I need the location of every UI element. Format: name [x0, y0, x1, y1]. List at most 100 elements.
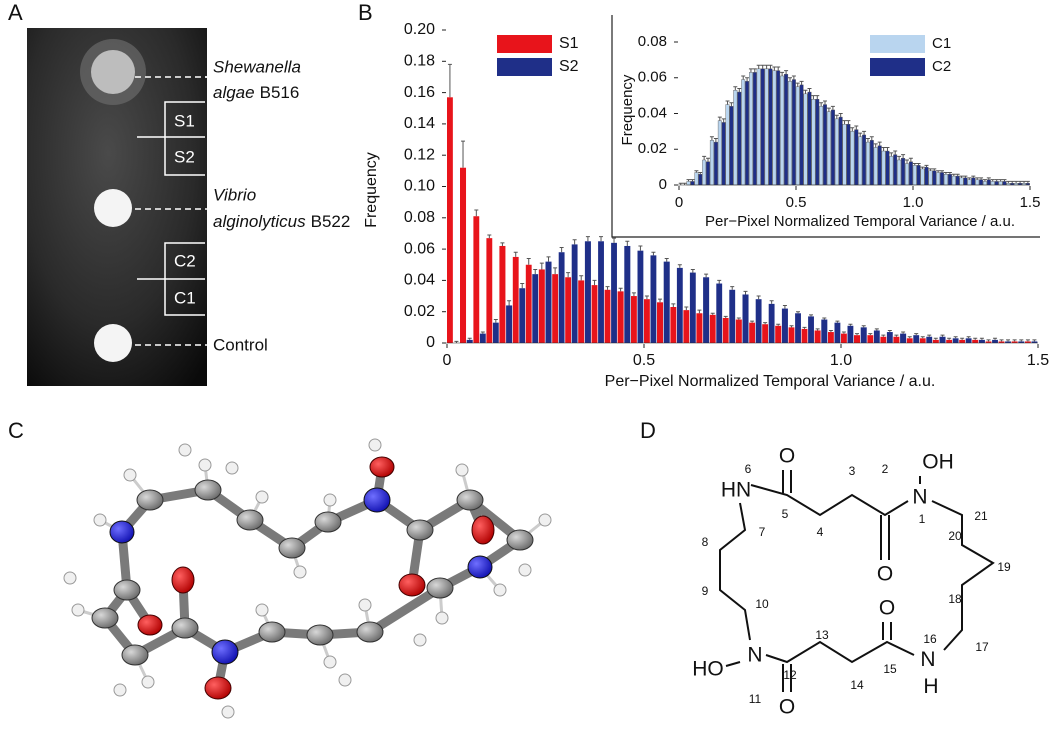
bar: [815, 98, 820, 186]
locant: 14: [850, 678, 864, 692]
atom-label: HO: [692, 658, 724, 681]
legend-label: C2: [932, 58, 951, 75]
structure-bonds: [719, 470, 995, 692]
locant: 21: [974, 509, 988, 523]
atom-label: HN: [721, 479, 751, 502]
bar: [867, 335, 874, 343]
bar: [841, 333, 847, 343]
bar: [733, 90, 738, 186]
x-axis-label: Per−Pixel Normalized Temporal Variance /…: [605, 373, 936, 390]
bar: [486, 238, 493, 343]
error-bar: [865, 138, 870, 143]
error-bar: [526, 257, 531, 265]
error-bar: [955, 173, 960, 177]
error-bar: [1002, 179, 1007, 182]
error-bar: [795, 82, 800, 87]
error-bar: [789, 325, 794, 328]
bar: [994, 181, 999, 186]
bar: [506, 305, 513, 343]
strain-species: algae: [213, 83, 255, 102]
error-bar: [947, 171, 952, 175]
bar: [998, 341, 1005, 343]
bar: [611, 242, 617, 343]
legend-label: S2: [559, 58, 579, 75]
locant: 3: [849, 464, 856, 478]
error-bar: [841, 331, 846, 334]
bar: [795, 313, 801, 343]
bar: [689, 272, 696, 343]
bar: [784, 73, 789, 186]
bar: [696, 313, 703, 343]
error-bar: [717, 279, 722, 284]
bar: [858, 136, 863, 186]
bar: [916, 165, 921, 186]
error-bar: [729, 102, 734, 107]
error-bar: [966, 336, 971, 339]
error-bar: [838, 113, 843, 118]
bar: [983, 181, 987, 186]
bar: [881, 150, 886, 186]
error-bar: [855, 333, 860, 336]
bar: [780, 75, 785, 186]
error-bar: [721, 118, 726, 123]
bar: [558, 252, 565, 343]
error-bar: [920, 166, 925, 169]
bar: [722, 317, 729, 343]
error-bar: [713, 138, 718, 143]
bar: [985, 341, 992, 343]
error-bar: [881, 334, 886, 337]
error-bar: [967, 177, 972, 180]
bar: [807, 91, 812, 186]
bar: [860, 327, 867, 343]
strain-genus: Shewanella: [213, 57, 301, 76]
bar: [978, 339, 985, 343]
x-tick-label: 1.5: [1027, 352, 1049, 369]
bar: [762, 324, 769, 343]
error-bar: [914, 333, 919, 336]
atom-row: H: [923, 675, 938, 698]
bar: [709, 314, 716, 343]
locant: 5: [782, 507, 789, 521]
panel-letter: D: [640, 418, 656, 443]
bar: [694, 172, 699, 186]
error-bar: [698, 171, 703, 175]
bar: [698, 174, 703, 186]
bar: [926, 336, 933, 343]
bar: [565, 277, 572, 343]
region-label: C1: [174, 288, 196, 307]
error-bar: [579, 275, 584, 281]
error-bar: [697, 309, 702, 314]
error-bar: [830, 105, 835, 110]
bar: [819, 106, 824, 186]
locant: 4: [817, 525, 824, 539]
locant: 9: [702, 584, 709, 598]
bar: [706, 161, 710, 186]
atom-label: N: [747, 644, 762, 667]
bar: [801, 328, 808, 343]
error-bar: [1019, 339, 1024, 342]
error-bar: [791, 75, 796, 80]
x-tick-label: 0.5: [786, 194, 807, 211]
error-bar: [717, 116, 722, 121]
error-bar: [809, 314, 814, 317]
bar: [803, 93, 808, 186]
atom-label: O: [877, 563, 893, 586]
bar: [532, 274, 539, 343]
error-bar: [772, 66, 777, 71]
bar: [900, 333, 907, 343]
bar: [885, 150, 890, 186]
bar: [811, 98, 816, 186]
y-tick-label: 0.04: [404, 272, 435, 289]
error-bar: [916, 163, 921, 166]
bar: [928, 170, 933, 186]
legend-swatch: [497, 58, 552, 76]
error-bar: [940, 334, 945, 337]
error-bar: [725, 100, 730, 105]
error-bar: [1012, 339, 1017, 342]
locant: 18: [948, 592, 962, 606]
error-bar: [912, 163, 917, 166]
error-bar: [566, 272, 571, 278]
locant: 1: [919, 512, 926, 526]
